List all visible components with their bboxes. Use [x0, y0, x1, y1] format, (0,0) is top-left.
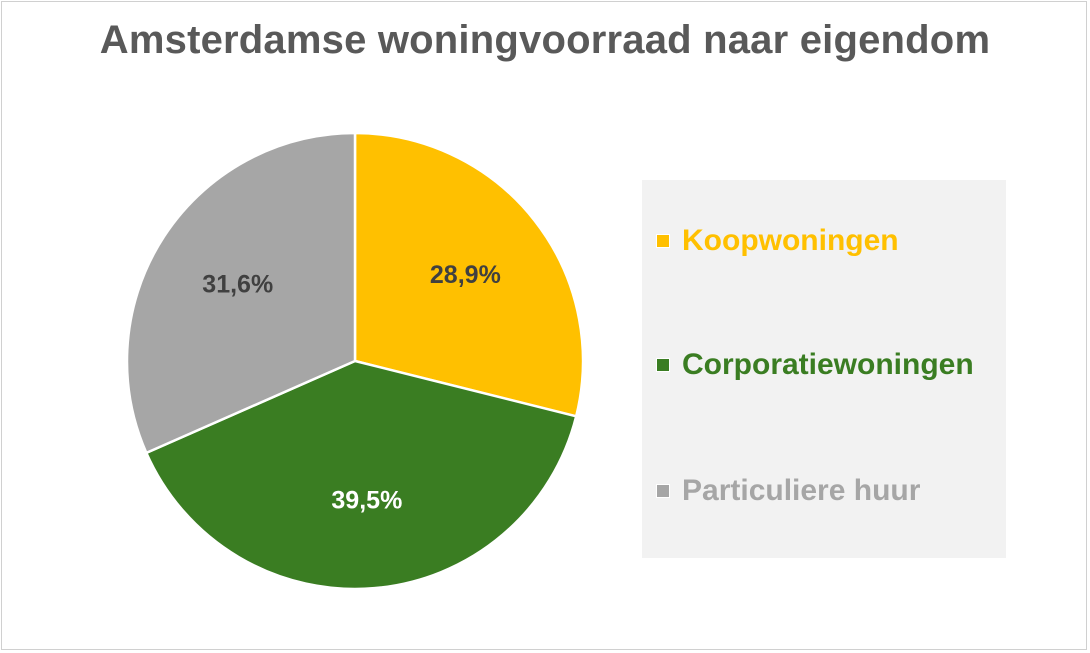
pie-slices [125, 131, 585, 591]
legend-label-corporatiewoningen: Corporatiewoningen [682, 348, 974, 381]
legend-label-koopwoningen: Koopwoningen [682, 224, 899, 257]
pie-slice-particuliere-huur [125, 131, 357, 455]
legend: Koopwoningen Corporatiewoningen Particulie… [642, 180, 1006, 558]
legend-item-corporatiewoningen: Corporatiewoningen [656, 348, 974, 382]
legend-swatch-koopwoningen [656, 234, 670, 248]
pie-data-labels: 28,9% 39,5% 31,6% [202, 261, 500, 515]
data-label-corporatiewoningen: 39,5% [331, 486, 402, 514]
pie-slice-corporatiewoningen [145, 359, 578, 591]
legend-item-particuliere-huur: Particuliere huur [656, 474, 920, 508]
legend-label-particuliere-huur: Particuliere huur [682, 474, 921, 507]
chart-title: Amsterdamse woningvoorraad naar eigendom [99, 18, 991, 62]
legend-item-koopwoningen: Koopwoningen [656, 224, 899, 258]
legend-swatch-corporatiewoningen [656, 358, 670, 372]
pie-slice-koopwoningen [353, 131, 585, 418]
data-label-koopwoningen: 28,9% [430, 261, 501, 289]
legend-swatch-particuliere-huur [656, 484, 670, 498]
data-label-particuliere-huur: 31,6% [202, 271, 273, 299]
